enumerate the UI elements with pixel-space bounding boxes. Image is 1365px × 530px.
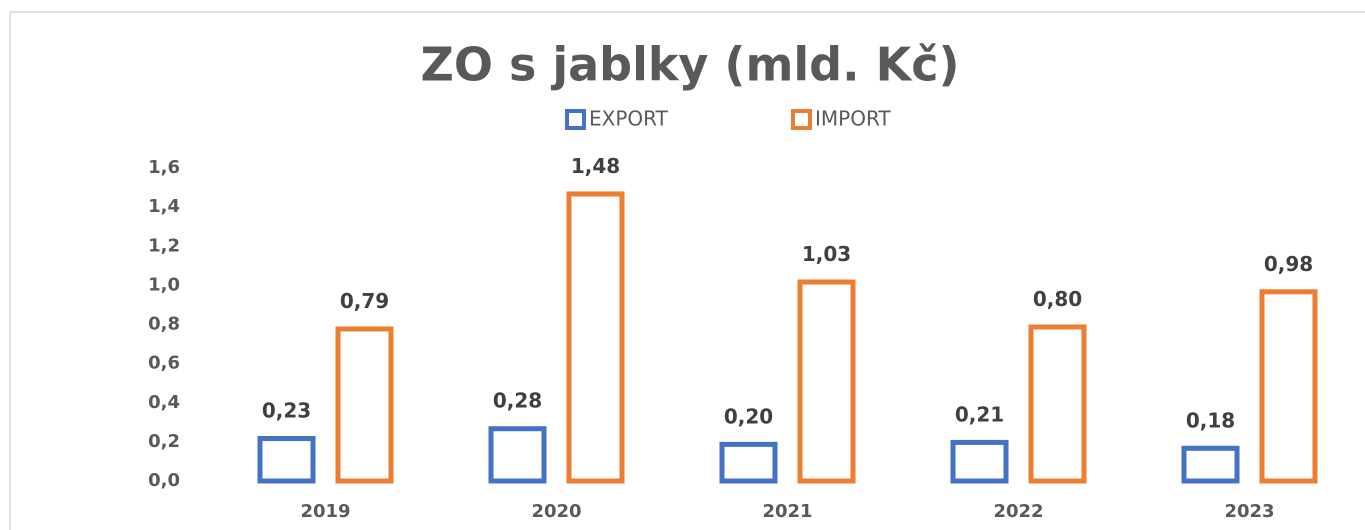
data-label: 0,28 <box>493 389 542 413</box>
x-tick-label: 2021 <box>762 501 812 522</box>
x-tick-label: 2023 <box>1224 501 1274 522</box>
bar <box>950 439 1009 484</box>
bar <box>566 191 625 484</box>
y-tick-label: 1,0 <box>148 274 180 295</box>
data-label: 0,20 <box>724 404 773 428</box>
y-tick-label: 1,6 <box>148 157 180 178</box>
bar <box>1181 445 1240 484</box>
data-label: 0,79 <box>340 289 389 313</box>
y-tick-label: 0,8 <box>148 314 180 335</box>
legend-label: IMPORT <box>815 107 891 131</box>
data-label: 0,21 <box>955 402 1004 426</box>
y-tick-label: 0,0 <box>148 470 180 491</box>
chart-title: ZO s jablky (mld. Kč) <box>420 38 959 92</box>
x-tick-label: 2020 <box>531 501 581 522</box>
bar <box>257 436 316 484</box>
data-label: 0,23 <box>262 399 311 423</box>
legend-swatch <box>791 109 812 130</box>
x-tick-label: 2022 <box>993 501 1043 522</box>
y-tick-label: 1,2 <box>148 235 180 256</box>
chart-border <box>9 11 1365 530</box>
bar <box>1028 324 1087 484</box>
data-label: 0,80 <box>1033 287 1082 311</box>
x-tick-label: 2019 <box>300 501 350 522</box>
bar <box>797 279 856 484</box>
y-tick-label: 1,4 <box>148 196 180 217</box>
y-tick-label: 0,4 <box>148 392 180 413</box>
bar <box>719 441 778 484</box>
bar <box>488 426 547 484</box>
legend-swatch <box>565 109 586 130</box>
bar <box>335 326 394 484</box>
y-tick-label: 0,2 <box>148 431 180 452</box>
bar <box>1259 289 1318 484</box>
data-label: 1,48 <box>571 154 620 178</box>
data-label: 1,03 <box>802 242 851 266</box>
legend-label: EXPORT <box>589 107 669 131</box>
data-label: 0,98 <box>1264 252 1313 276</box>
y-tick-label: 0,6 <box>148 353 180 374</box>
data-label: 0,18 <box>1186 408 1235 432</box>
